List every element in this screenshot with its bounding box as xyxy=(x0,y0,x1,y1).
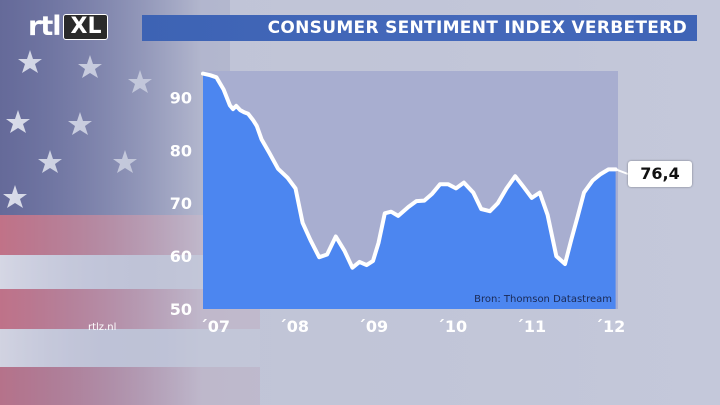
x-tick-label: ´10 xyxy=(437,317,467,336)
x-tick-label: ´07 xyxy=(200,317,230,336)
x-tick-label: ´09 xyxy=(358,317,388,336)
logo-badge: XL xyxy=(63,14,109,40)
y-tick-label: 90 xyxy=(170,88,192,107)
x-tick-label: ´12 xyxy=(595,317,625,336)
x-tick-label: ´08 xyxy=(279,317,309,336)
series-line xyxy=(201,71,618,270)
series-area xyxy=(203,73,616,309)
callout-leader xyxy=(615,168,629,175)
y-tick-label: 80 xyxy=(170,141,192,160)
source-note: Bron: Thomson Datastream xyxy=(474,294,612,305)
y-tick-label: 50 xyxy=(170,300,192,319)
logo-text: rtl xyxy=(28,11,61,42)
rtl-xl-logo: rtl XL xyxy=(28,11,109,42)
last-value-callout: 76,4 xyxy=(628,161,692,187)
last-value-label: 76,4 xyxy=(640,164,680,183)
site-url: rtlz.nl xyxy=(88,322,117,333)
y-tick-label: 70 xyxy=(170,194,192,213)
y-tick-label: 60 xyxy=(170,247,192,266)
title-bar: CONSUMER SENTIMENT INDEX VERBETERD xyxy=(142,15,697,41)
x-tick-label: ´11 xyxy=(516,317,546,336)
chart-title: CONSUMER SENTIMENT INDEX VERBETERD xyxy=(267,18,687,38)
